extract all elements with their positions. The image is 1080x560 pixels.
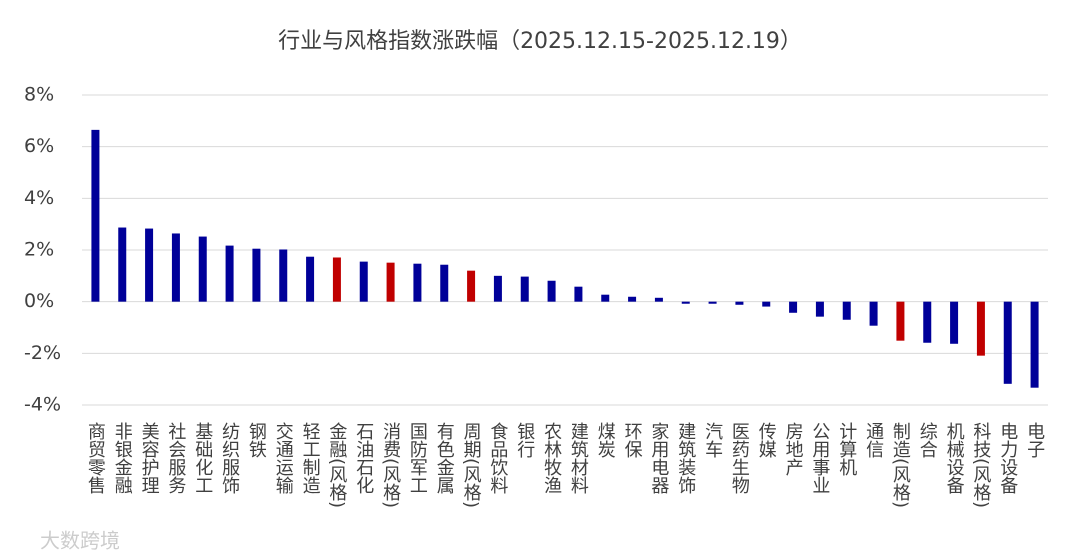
x-tick-label: 建筑材料 <box>568 422 589 494</box>
bar <box>440 264 449 302</box>
y-tick-label: 2% <box>24 239 54 261</box>
x-tick-label: 电力设备 <box>997 422 1018 494</box>
bar <box>91 129 100 302</box>
bar <box>735 301 744 305</box>
y-tick-label: 6% <box>24 135 54 157</box>
bar <box>762 301 771 307</box>
x-tick-label: 机械设备 <box>944 422 965 494</box>
bar <box>789 301 798 313</box>
x-tick-label: 建筑装饰 <box>675 422 696 494</box>
x-tick-label: 商贸零售 <box>85 422 106 494</box>
y-tick-label: 4% <box>24 187 54 209</box>
x-tick-label: 社会服务 <box>165 422 186 494</box>
bar <box>628 296 637 302</box>
bar <box>869 301 878 326</box>
x-tick-label: 传媒 <box>756 422 777 458</box>
x-tick-label: 纺织服饰 <box>219 422 240 494</box>
bar <box>601 294 610 302</box>
watermark: 大数跨境 <box>40 529 120 553</box>
bar <box>279 249 288 302</box>
bar <box>225 245 234 302</box>
x-tick-label: 金融(风格) <box>326 422 347 508</box>
x-tick-label: 通信 <box>863 422 884 458</box>
x-tick-label: 科技(风格) <box>970 422 991 508</box>
bar <box>842 301 851 320</box>
x-tick-label: 轻工制造 <box>300 422 321 494</box>
bar <box>976 301 985 356</box>
bar <box>1003 301 1012 384</box>
x-tick-label: 国防军工 <box>407 422 428 494</box>
y-tick-label: 0% <box>24 290 54 312</box>
bar <box>171 233 180 302</box>
bar <box>145 228 154 302</box>
x-tick-label: 家用电器 <box>648 422 669 494</box>
x-tick-label: 计算机 <box>836 422 857 476</box>
x-tick-label: 交通运输 <box>273 422 294 495</box>
chart-title: 行业与风格指数涨跌幅（2025.12.15-2025.12.19） <box>278 29 802 54</box>
bar <box>118 227 127 302</box>
bar <box>923 301 932 343</box>
bar <box>386 262 395 302</box>
x-tick-label: 银行 <box>514 422 535 458</box>
x-tick-label: 综合 <box>917 422 938 458</box>
bar <box>198 236 207 302</box>
y-tick-label: 8% <box>24 84 54 106</box>
x-tick-label: 食品饮料 <box>487 422 508 494</box>
bar <box>654 297 663 302</box>
y-tick-label: -4% <box>24 394 61 416</box>
x-tick-label: 煤炭 <box>595 422 616 458</box>
bar <box>574 286 583 302</box>
x-tick-label: 石油石化 <box>353 422 374 494</box>
bar <box>1030 301 1039 388</box>
bar <box>896 301 905 341</box>
x-tick-label: 消费(风格) <box>380 422 401 508</box>
bar <box>547 280 556 302</box>
bar <box>359 261 368 302</box>
bar <box>708 301 717 304</box>
x-tick-label: 周期(风格) <box>461 422 482 508</box>
x-tick-label: 农林牧渔 <box>541 422 562 494</box>
x-tick-label: 制造(风格) <box>890 422 911 508</box>
bar <box>493 275 502 302</box>
x-tick-label: 房地产 <box>783 422 804 476</box>
x-tick-label: 公用事业 <box>809 422 830 494</box>
x-tick-label: 美容护理 <box>139 422 160 494</box>
x-tick-label: 有色金属 <box>434 422 455 494</box>
bar <box>332 257 341 302</box>
bar <box>950 301 959 344</box>
bar <box>520 276 529 302</box>
x-tick-label: 基础化工 <box>192 422 213 494</box>
x-tick-label: 钢铁 <box>246 422 267 458</box>
x-tick-label: 医药生物 <box>729 422 750 494</box>
x-tick-label: 汽车 <box>702 422 723 458</box>
y-tick-label: -2% <box>24 342 61 364</box>
bar <box>413 263 422 302</box>
bar <box>681 301 690 304</box>
bar <box>252 248 261 302</box>
x-tick-label: 电子 <box>1024 422 1045 458</box>
bar <box>815 301 824 317</box>
x-tick-label: 环保 <box>622 422 643 458</box>
x-tick-label: 非银金融 <box>112 422 133 494</box>
bar <box>306 256 315 302</box>
bar <box>467 270 476 302</box>
